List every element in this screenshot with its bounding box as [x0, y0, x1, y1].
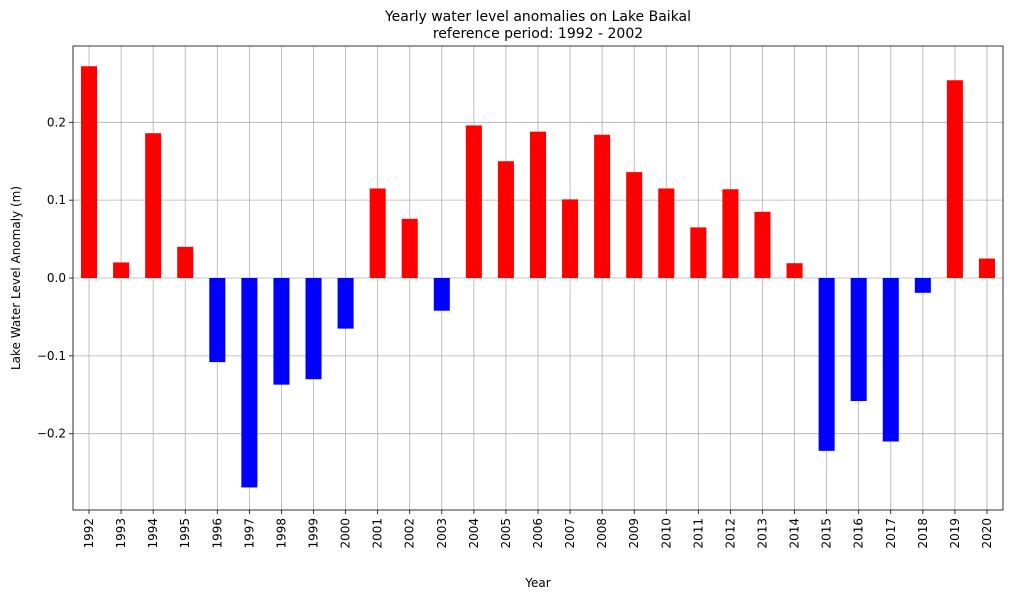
- x-tick-label: 2018: [916, 518, 930, 549]
- bar-1995: [177, 246, 194, 278]
- x-tick-label: 2016: [852, 518, 866, 549]
- x-tick-label: 2006: [531, 518, 545, 549]
- bar-1996: [209, 278, 226, 363]
- bar-2010: [658, 188, 675, 278]
- bar-2009: [626, 172, 643, 278]
- bar-1993: [113, 262, 130, 278]
- bar-2001: [369, 188, 386, 278]
- bar-2015: [818, 278, 835, 451]
- x-tick-label: 1994: [146, 518, 160, 549]
- bar-1998: [273, 278, 290, 385]
- bar-2016: [850, 278, 867, 402]
- y-tick-label: 0.0: [47, 271, 66, 285]
- bar-2006: [529, 131, 547, 278]
- y-tick-label: −0.1: [37, 349, 66, 363]
- x-tick-label: 2011: [691, 518, 705, 549]
- x-tick-label: 2005: [499, 518, 513, 549]
- chart-title: Yearly water level anomalies on Lake Bai…: [384, 9, 691, 25]
- bar-2020: [978, 258, 995, 278]
- x-tick-label: 1996: [210, 518, 224, 549]
- x-tick-label: 2010: [659, 518, 673, 549]
- bar-2013: [754, 211, 771, 278]
- x-tick-label: 2014: [788, 518, 802, 549]
- bar-2004: [465, 125, 482, 278]
- x-tick-label: 2012: [723, 518, 737, 549]
- x-tick-label: 1997: [242, 518, 256, 549]
- x-tick-label: 2004: [467, 518, 481, 549]
- bar-2014: [786, 263, 803, 278]
- bar-2005: [497, 161, 514, 278]
- x-tick-label: 2001: [371, 518, 385, 549]
- y-tick-label: 0.2: [47, 115, 66, 129]
- bar-2003: [433, 278, 450, 311]
- bar-1992: [81, 66, 98, 278]
- bar-1994: [145, 133, 162, 278]
- bar-1997: [241, 278, 258, 488]
- ticks: 1992 1993 1994 1995 1996 1997 1998 1999 2000 2001…: [37, 115, 994, 548]
- x-tick-label: 2015: [820, 518, 834, 549]
- x-tick-label: 2008: [595, 518, 609, 549]
- bar-2002: [401, 218, 418, 278]
- x-tick-label: 2009: [627, 518, 641, 549]
- x-tick-label: 1999: [307, 518, 321, 549]
- y-tick-label: 0.1: [47, 193, 66, 207]
- x-tick-label: 1995: [178, 518, 192, 549]
- bar-2019: [946, 80, 963, 278]
- bar-2008: [594, 134, 611, 278]
- bar-1999: [305, 278, 322, 380]
- y-axis-label: Lake Water Level Anomaly (m): [9, 186, 23, 370]
- x-tick-label: 2020: [980, 518, 994, 549]
- bar-2007: [562, 199, 579, 278]
- x-tick-label: 2000: [339, 518, 353, 549]
- bar-2011: [690, 227, 707, 278]
- x-axis-label: Year: [524, 576, 550, 590]
- bar-2017: [882, 278, 899, 442]
- x-tick-label: 1993: [114, 518, 128, 549]
- x-tick-label: 2019: [948, 518, 962, 549]
- bar-2018: [914, 278, 931, 293]
- x-tick-label: 2003: [435, 518, 449, 549]
- bar-2012: [722, 189, 739, 278]
- bar-2000: [337, 278, 354, 329]
- x-tick-label: 2017: [884, 518, 898, 549]
- x-tick-label: 2002: [403, 518, 417, 549]
- x-tick-label: 2013: [755, 518, 769, 549]
- x-tick-label: 2007: [563, 518, 577, 549]
- y-tick-label: −0.2: [37, 427, 66, 441]
- chart-subtitle: reference period: 1992 - 2002: [433, 26, 643, 42]
- bars: [81, 66, 995, 488]
- x-tick-label: 1998: [274, 518, 288, 549]
- x-tick-label: 1992: [82, 518, 96, 549]
